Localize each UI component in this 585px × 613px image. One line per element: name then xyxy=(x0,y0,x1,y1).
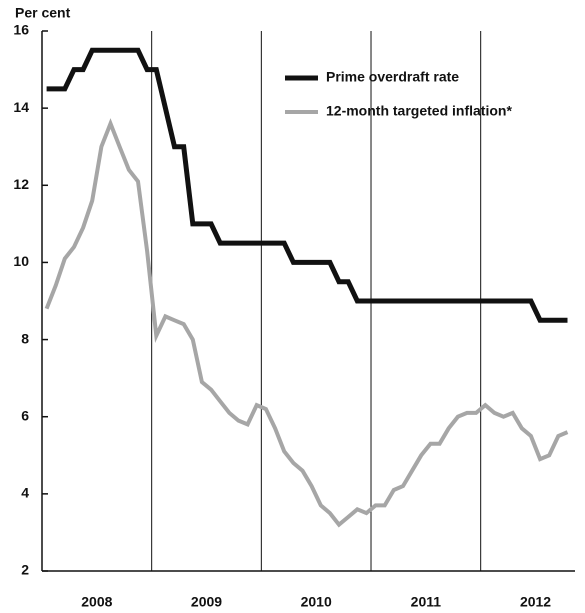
x-tick-label: 2011 xyxy=(411,594,442,610)
y-tick-label: 12 xyxy=(13,176,29,192)
y-tick-label: 6 xyxy=(21,407,29,423)
x-tick-label: 2010 xyxy=(301,594,332,610)
x-tick-label: 2009 xyxy=(191,594,222,610)
y-tick-label: 14 xyxy=(13,99,29,115)
series-line xyxy=(46,47,568,323)
legend-label: 12-month targeted inflation* xyxy=(326,103,512,119)
x-tick-label: 2008 xyxy=(81,594,112,610)
y-tick-label: 4 xyxy=(21,485,29,501)
y-tick-label: 8 xyxy=(21,330,29,346)
y-axis-label: Per cent xyxy=(15,5,71,21)
x-tick-label: 2012 xyxy=(520,594,551,610)
y-tick-label: 2 xyxy=(21,562,29,578)
y-tick-label: 10 xyxy=(13,253,29,269)
legend-label: Prime overdraft rate xyxy=(326,69,459,85)
y-tick-label: 16 xyxy=(13,22,29,38)
series-line xyxy=(44,118,569,528)
